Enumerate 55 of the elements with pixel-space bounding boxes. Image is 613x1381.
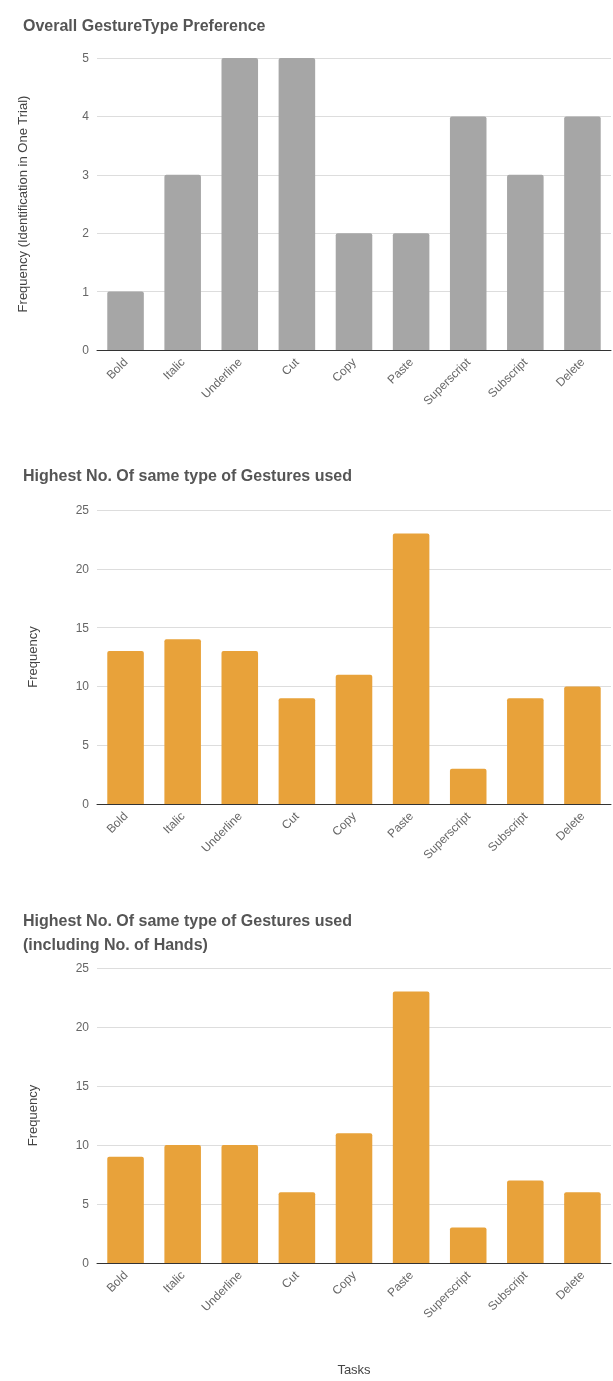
bar <box>221 1145 259 1263</box>
x-tick-label: Cut <box>278 354 303 379</box>
bar <box>449 1227 487 1263</box>
bar <box>335 233 373 350</box>
x-tick-label: Cut <box>278 1267 303 1292</box>
bar <box>278 58 316 350</box>
y-tick-label: 25 <box>75 503 90 517</box>
y-tick-label: 10 <box>75 679 90 694</box>
y-axis-title: Frequency <box>25 625 40 688</box>
bar <box>392 991 430 1263</box>
y-tick-label: 2 <box>82 226 90 241</box>
bar <box>107 291 144 350</box>
chart-title: Overall GestureType Preference <box>23 16 266 34</box>
bar <box>278 1192 316 1263</box>
bar <box>335 1133 373 1263</box>
y-tick-label: 5 <box>82 1197 90 1211</box>
bar <box>164 174 201 350</box>
bar <box>564 1192 601 1263</box>
bar <box>564 686 601 804</box>
y-tick-label: 15 <box>75 620 90 635</box>
bar <box>392 233 430 350</box>
y-tick-label: 5 <box>82 51 90 65</box>
bar <box>392 533 430 804</box>
bar <box>107 1156 144 1263</box>
y-tick-label: 1 <box>82 284 90 299</box>
bar <box>107 651 144 804</box>
y-tick-label: 3 <box>82 167 90 182</box>
y-tick-label: 20 <box>75 561 90 576</box>
y-tick-label: 5 <box>82 738 90 753</box>
bar <box>164 639 201 804</box>
bar <box>335 674 373 804</box>
chart-title: Highest No. Of same type of Gestures used (including No. of Hands) <box>23 911 352 953</box>
bar <box>221 651 259 804</box>
y-tick-label: 15 <box>75 1079 90 1093</box>
bar <box>449 116 487 350</box>
y-tick-label: 0 <box>82 1256 90 1270</box>
bar <box>221 58 259 350</box>
bar <box>507 174 544 350</box>
bar <box>278 698 316 804</box>
x-tick-label: Cut <box>278 808 303 833</box>
y-tick-label: 4 <box>82 109 90 124</box>
bar <box>564 116 601 350</box>
y-tick-label: 0 <box>82 343 90 357</box>
x-axis-title: Tasks <box>337 1362 372 1377</box>
bar <box>164 1145 201 1263</box>
bar <box>507 1180 544 1263</box>
y-tick-label: 20 <box>75 1020 90 1034</box>
y-tick-label: 0 <box>82 797 90 811</box>
y-tick-label: 10 <box>75 1138 90 1152</box>
bar <box>507 698 544 804</box>
y-axis-title: Frequency (Identification in One Trial) <box>15 95 30 313</box>
chart-title: Highest No. Of same type of Gestures used <box>23 466 352 484</box>
bar <box>449 768 487 804</box>
y-tick-label: 25 <box>75 961 90 975</box>
y-axis-title: Frequency <box>25 1084 40 1147</box>
